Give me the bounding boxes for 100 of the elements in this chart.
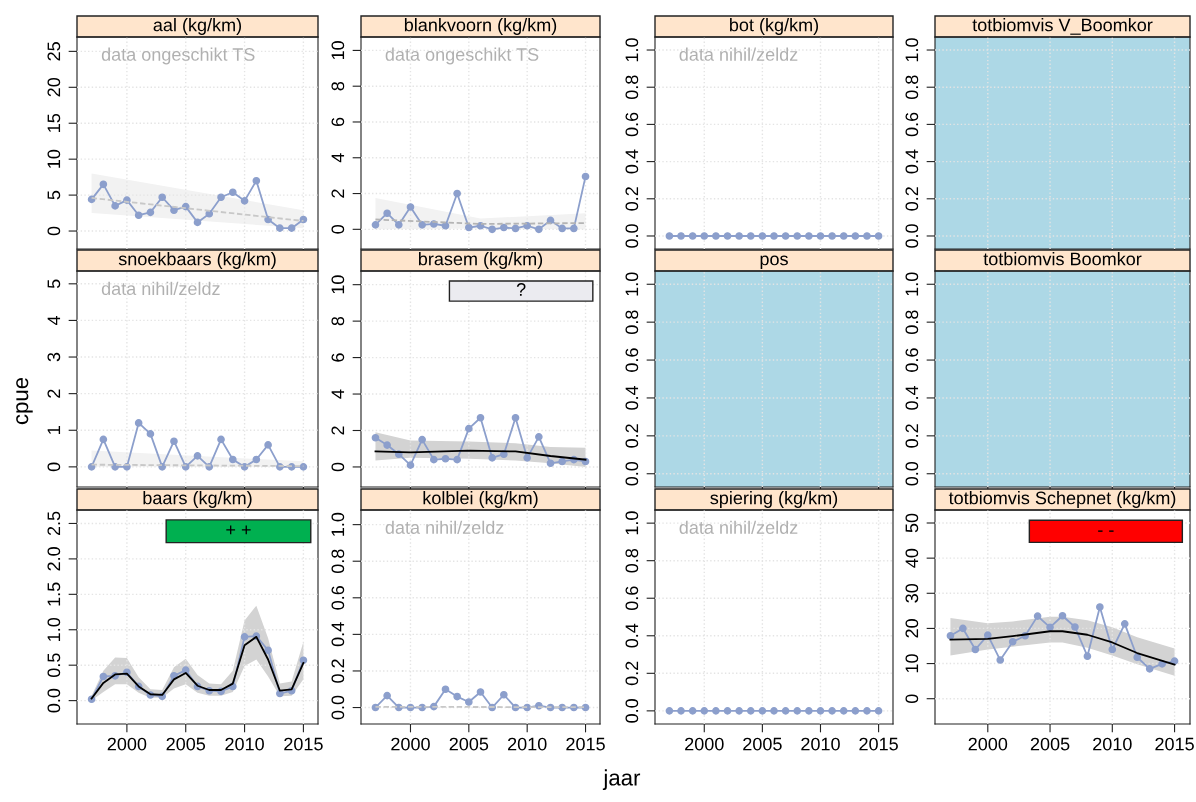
point [570, 224, 578, 233]
point [946, 631, 955, 640]
point [394, 221, 403, 229]
chart-title: snoekbaars (kg/km) [118, 252, 276, 269]
point [170, 671, 178, 680]
point [546, 459, 555, 468]
x-tick-label: 2000 [107, 737, 147, 751]
y-tick-label: 2.0 [47, 547, 61, 571]
y-tick-label: 0.6 [905, 348, 919, 372]
point [1133, 653, 1142, 662]
annotation: data nihil/zeldz [679, 47, 798, 61]
y-tick-label: 8 [331, 316, 345, 326]
y-tick-label: 0.0 [47, 688, 61, 713]
point [146, 430, 155, 438]
y-tick-label: 20 [47, 77, 61, 97]
chart-title: spiering (kg/km) [710, 491, 838, 508]
point [158, 193, 167, 202]
point [488, 225, 496, 234]
chart-title: bot (kg/km) [730, 18, 819, 35]
point [99, 435, 108, 444]
chart-title: totbiomvis Schepnet (kg/km) [948, 491, 1176, 508]
y-tick-label: 0.2 [625, 187, 639, 211]
y-tick-label: 0.8 [905, 75, 919, 100]
y-tick-label: 0.2 [905, 424, 919, 448]
y-tick-label: 0 [331, 462, 345, 472]
point [371, 433, 380, 442]
point [383, 691, 391, 700]
y-tick-label: 0.0 [625, 699, 639, 723]
y-tick-label: 1.0 [905, 272, 919, 296]
point [252, 176, 261, 185]
point [1083, 652, 1092, 661]
point [441, 685, 450, 694]
y-tick-label: 8 [331, 81, 345, 91]
y-tick-label: 6 [331, 353, 345, 362]
y-tick-label: 10 [331, 275, 345, 294]
y-tick-label: 50 [905, 513, 919, 533]
y-tick-label: 10 [331, 41, 345, 60]
point [500, 690, 508, 699]
x-tick-label: 2015 [1155, 737, 1194, 751]
y-tick-label: 0.8 [905, 310, 919, 334]
y-tick-label: 0.8 [331, 549, 345, 574]
y-tick-label: 0.4 [905, 149, 919, 174]
y-tick-label: 0.2 [331, 659, 345, 683]
x-tick-label: 2015 [566, 737, 605, 751]
point [1046, 623, 1054, 632]
point [511, 224, 520, 233]
point [959, 624, 967, 633]
point [252, 455, 261, 464]
x-tick-label: 2015 [284, 737, 323, 751]
point [217, 435, 225, 444]
y-tick-label: 25 [47, 42, 61, 61]
point [971, 645, 980, 654]
y-tick-label: 0.0 [625, 224, 639, 248]
x-tick-label: 2005 [743, 737, 782, 751]
point [558, 224, 567, 233]
point [146, 208, 155, 217]
y-tick-label: 5 [47, 190, 61, 200]
point [1058, 611, 1067, 620]
x-tick-label: 2010 [225, 737, 264, 751]
y-tick-label: 1.0 [625, 272, 639, 296]
point [441, 454, 450, 463]
y-tick-label: 2.5 [47, 511, 61, 536]
y-tick-label: 0.6 [625, 112, 639, 137]
y-tick-label: 0.0 [905, 461, 919, 486]
point [240, 197, 249, 205]
y-tick-label: 2 [331, 426, 345, 435]
point [299, 463, 308, 471]
y-tick-label: 0.6 [625, 348, 639, 372]
y-tick-label: 0.4 [625, 149, 639, 174]
point [1008, 637, 1017, 646]
point [111, 202, 119, 210]
chart-title: totbiomvis V_Boomkor [972, 18, 1153, 35]
point [511, 413, 520, 422]
point [371, 221, 380, 229]
point [134, 419, 143, 427]
chart-title: pos [760, 255, 788, 269]
annotation: data nihil/zeldz [101, 281, 220, 296]
y-tick-label: 0.6 [331, 586, 345, 610]
point [170, 206, 178, 215]
point [500, 450, 508, 459]
y-tick-label: 0.8 [625, 310, 639, 334]
point [1108, 645, 1117, 654]
point [383, 209, 391, 218]
y-tick-label: 0.0 [905, 224, 919, 248]
y-tick-label: 4 [47, 315, 61, 326]
annotation: data nihil/zeldz [385, 520, 504, 534]
chart-title: kolblei (kg/km) [423, 491, 538, 508]
y-tick-label: 0.8 [625, 75, 639, 100]
point [287, 224, 296, 232]
y-tick-label: 0.5 [47, 653, 61, 678]
point [441, 221, 450, 230]
point [193, 218, 202, 227]
y-tick-label: 1.0 [47, 617, 61, 641]
y-tick-label: 0.0 [331, 695, 345, 720]
point [406, 461, 415, 469]
point [418, 221, 426, 229]
y-tick-label: 0.4 [331, 622, 345, 647]
y-tick-label: 0 [331, 225, 345, 234]
x-axis-title: jaar [602, 769, 641, 790]
point [1096, 603, 1104, 611]
